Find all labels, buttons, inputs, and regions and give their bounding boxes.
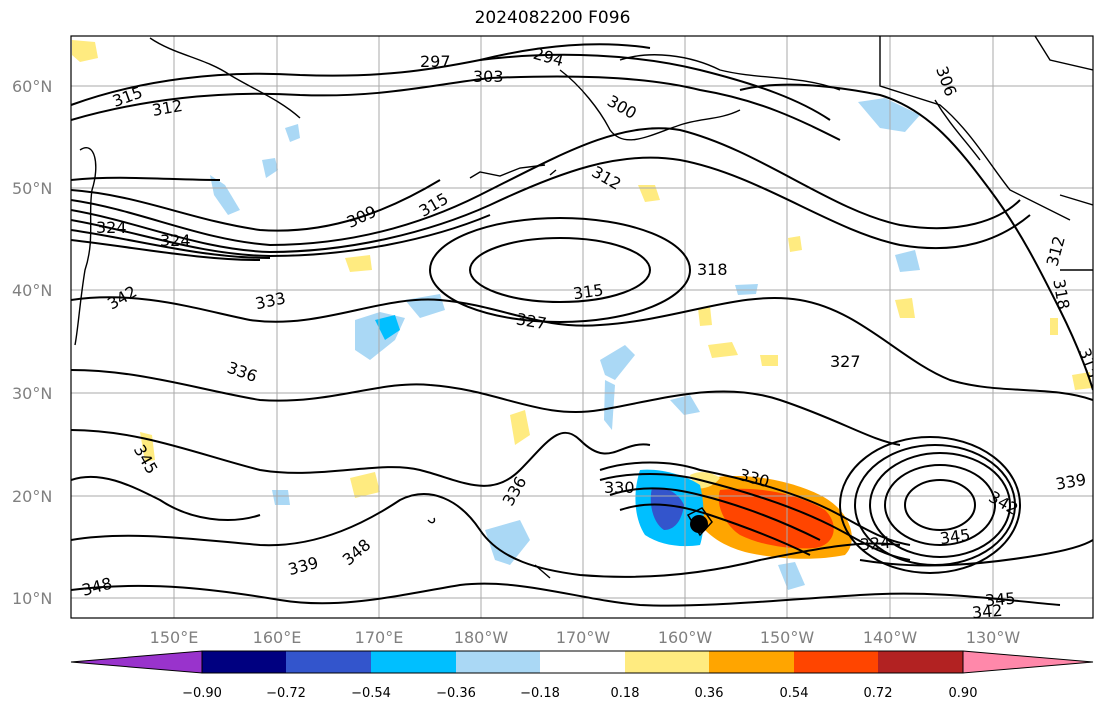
colorbar-tick-label: 0.36 (695, 686, 724, 701)
colorbar-segment (878, 651, 963, 673)
map-panel (71, 36, 1093, 618)
colorbar-segment (202, 651, 286, 673)
height-contours (71, 43, 1093, 607)
longitude-labels: 150°E 160°E 170°E 180°W 170°W 160°W 150°… (150, 628, 1021, 647)
colorbar-segment (794, 651, 878, 673)
lon-label: 130°W (966, 628, 1021, 647)
colorbar-tick-label: 0.18 (611, 686, 640, 701)
lon-label: 150°E (150, 628, 199, 647)
colorbar-tick-label: −0.36 (436, 686, 476, 701)
colorbar-segment (456, 651, 540, 673)
contour-labels: 297 294 303 300 315 312 306 312 309 315 … (80, 44, 1093, 623)
contour-label: 303 (473, 67, 504, 86)
lat-label: 50°N (12, 179, 52, 198)
colorbar-segment (709, 651, 794, 673)
contour-label: 318 (697, 260, 728, 279)
colorbar-tick-label: 0.72 (864, 686, 893, 701)
colorbar-extend-high (962, 650, 1094, 674)
contour-label: 327 (830, 352, 861, 371)
lat-lon-grid (71, 36, 1093, 618)
colorbar-segment (540, 651, 625, 673)
contour-label: 330 (604, 478, 635, 497)
contour-label: 345 (984, 589, 1016, 611)
colorbar-segment (286, 651, 371, 673)
lat-label: 60°N (12, 77, 52, 96)
lat-label: 40°N (12, 281, 52, 300)
cool-anomaly-core (650, 487, 684, 530)
colorbar-segment (371, 651, 456, 673)
lon-label: 180°W (454, 628, 509, 647)
map-frame (70, 35, 1094, 619)
storm-center-dot (690, 515, 708, 533)
map-title: 2024082200 F096 (474, 8, 631, 28)
lon-label: 170°W (556, 628, 611, 647)
lon-label: 160°W (658, 628, 713, 647)
lon-label: 140°W (863, 628, 918, 647)
contour-label: 342 (971, 601, 1003, 623)
colorbar-segment (625, 651, 709, 673)
contour-label: 324 (859, 533, 891, 555)
lon-label: 150°W (760, 628, 815, 647)
colorbar-tick-label: −0.90 (182, 686, 222, 701)
colorbar-tick-label: −0.54 (351, 686, 391, 701)
lat-label: 30°N (12, 384, 52, 403)
contour-label: 297 (420, 52, 451, 71)
latitude-labels: 60°N 50°N 40°N 30°N 20°N 10°N (12, 77, 52, 608)
colorbar-extend-low (70, 650, 203, 674)
colorbar-tick-label: −0.72 (266, 686, 306, 701)
colorbar-tick-label: 0.54 (780, 686, 809, 701)
contour-label: 315 (572, 280, 605, 303)
storm-outline (686, 507, 713, 537)
colorbar: −0.90 −0.72 −0.54 −0.36 −0.18 0.18 0.36 … (70, 650, 1094, 701)
contour-label: 324 (96, 218, 127, 237)
lon-label: 160°E (253, 628, 302, 647)
colorbar-tick-label: 0.90 (949, 686, 978, 701)
lat-label: 20°N (12, 487, 52, 506)
lon-label: 170°E (355, 628, 404, 647)
contour-label: 324 (160, 231, 191, 250)
contour-label: 345 (939, 525, 972, 548)
colorbar-frame (201, 650, 964, 674)
lat-label: 10°N (12, 589, 52, 608)
colorbar-tick-label: −0.18 (520, 686, 560, 701)
